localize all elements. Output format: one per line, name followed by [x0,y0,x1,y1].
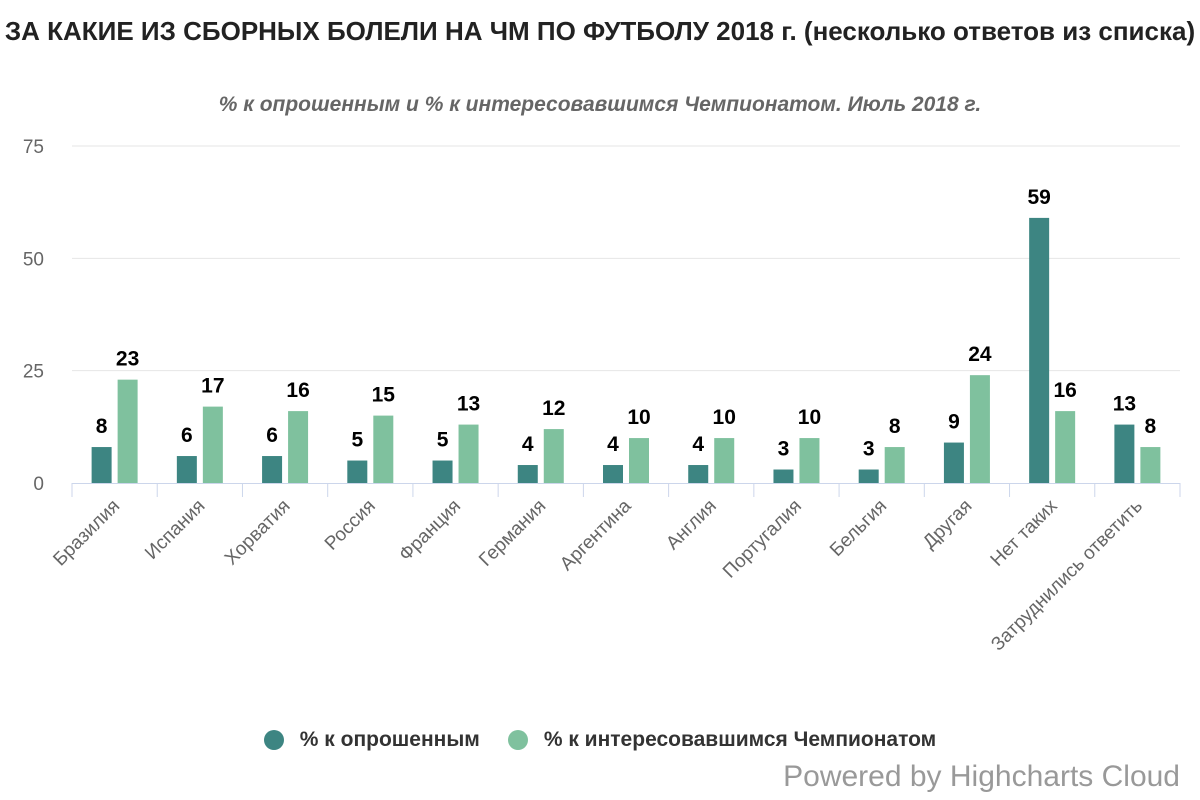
bar-series-2[interactable] [714,438,735,483]
bar-series-1[interactable] [1114,424,1135,483]
bar-series-2[interactable] [969,375,990,483]
x-tick-label: Затруднились ответить [987,496,1147,656]
bar-series-1[interactable] [517,465,538,483]
gridlines: 0 25 50 75 [23,137,1180,495]
data-label: 10 [627,406,650,429]
data-label: 8 [1145,415,1157,438]
data-label: 13 [457,393,480,416]
x-tick-label: Бразилия [49,496,124,571]
bar-series-1[interactable] [943,442,964,483]
bar-series-1[interactable] [347,460,368,483]
y-tick-label: 25 [23,362,44,383]
bar-series-2[interactable] [1140,447,1161,483]
data-label: 16 [1053,379,1076,402]
bar-series-1[interactable] [688,465,709,483]
x-tick-label: Англия [662,496,720,554]
legend-label-series-1: % к опрошенным [299,728,480,751]
y-tick-label: 50 [23,249,44,270]
bar-series-1[interactable] [1029,217,1050,484]
data-label: 23 [116,348,139,371]
bar-series-1[interactable] [603,465,623,483]
data-label: 5 [351,429,363,452]
bars [91,217,1161,484]
bar-series-2[interactable] [117,379,138,483]
x-tick-label: Хорватия [221,496,295,570]
legend-swatch-series-2 [507,730,528,750]
data-label: 12 [542,397,565,420]
data-label: 15 [372,384,396,407]
data-label: 16 [286,379,309,402]
data-label: 6 [181,424,193,447]
data-label: 8 [96,415,108,438]
x-tick-label: Россия [321,496,380,555]
bar-series-2[interactable] [373,415,394,483]
data-label: 4 [692,433,704,456]
data-label: 10 [713,406,736,429]
bar-series-1[interactable] [858,469,879,483]
data-label: 3 [863,438,875,461]
data-label: 5 [437,429,449,452]
credits-link[interactable]: Powered by Highcharts Cloud [783,760,1180,793]
data-label: 13 [1113,393,1136,416]
data-label: 6 [266,424,278,447]
x-tick-label: Испания [141,496,209,564]
bar-series-1[interactable] [773,469,794,483]
bar-series-2[interactable] [884,447,905,483]
legend: % к опрошенным % к интересовавшимся Чемп… [0,728,1200,752]
chart-title: ЗА КАКИЕ ИЗ СБОРНЫХ БОЛЕЛИ НА ЧМ ПО ФУТБ… [4,16,1196,46]
data-label: 10 [798,406,821,429]
bar-series-1[interactable] [91,447,112,483]
data-label: 24 [968,343,992,366]
legend-item-series-2[interactable]: % к интересовавшимся Чемпионатом [507,728,937,752]
x-tick-label: Бельгия [826,496,891,561]
x-tick-label: Нет таких [987,495,1062,570]
legend-label-series-2: % к интересовавшимся Чемпионатом [543,728,937,751]
y-tick-label: 0 [33,474,44,495]
x-tick-label: Франция [395,496,465,566]
bar-series-2[interactable] [288,411,309,483]
bar-series-1[interactable] [176,456,197,483]
bar-series-2[interactable] [1055,411,1076,483]
x-tick-label: Германия [475,496,550,571]
data-label: 3 [778,438,790,461]
data-label: 59 [1027,186,1050,209]
data-label: 4 [522,433,534,456]
data-label: 17 [201,375,224,398]
data-label: 9 [948,411,960,434]
data-label: 8 [889,415,901,438]
x-tick-label: Другая [919,496,976,553]
bar-series-1[interactable] [262,456,283,483]
y-tick-label: 75 [23,137,44,158]
plot-area: 0 25 50 75 Бразилия Испания Хорватия Россия Фра… [23,137,1181,656]
bar-series-2[interactable] [799,438,820,483]
data-label: 4 [607,433,619,456]
bar-series-2[interactable] [629,438,649,483]
x-tick-label: Португалия [719,496,806,583]
legend-item-series-1[interactable]: % к опрошенным [263,728,480,752]
bar-series-2[interactable] [202,406,223,483]
bar-series-2[interactable] [458,424,479,483]
legend-swatch-series-1 [263,730,284,750]
bar-series-2[interactable] [543,429,564,483]
x-axis: Бразилия Испания Хорватия Россия Франция Герм… [49,483,1181,656]
bar-series-1[interactable] [432,460,453,483]
x-tick-label: Аргентина [556,495,636,575]
chart-subtitle: % к опрошенным и % к интересовавшимся Че… [218,93,982,116]
